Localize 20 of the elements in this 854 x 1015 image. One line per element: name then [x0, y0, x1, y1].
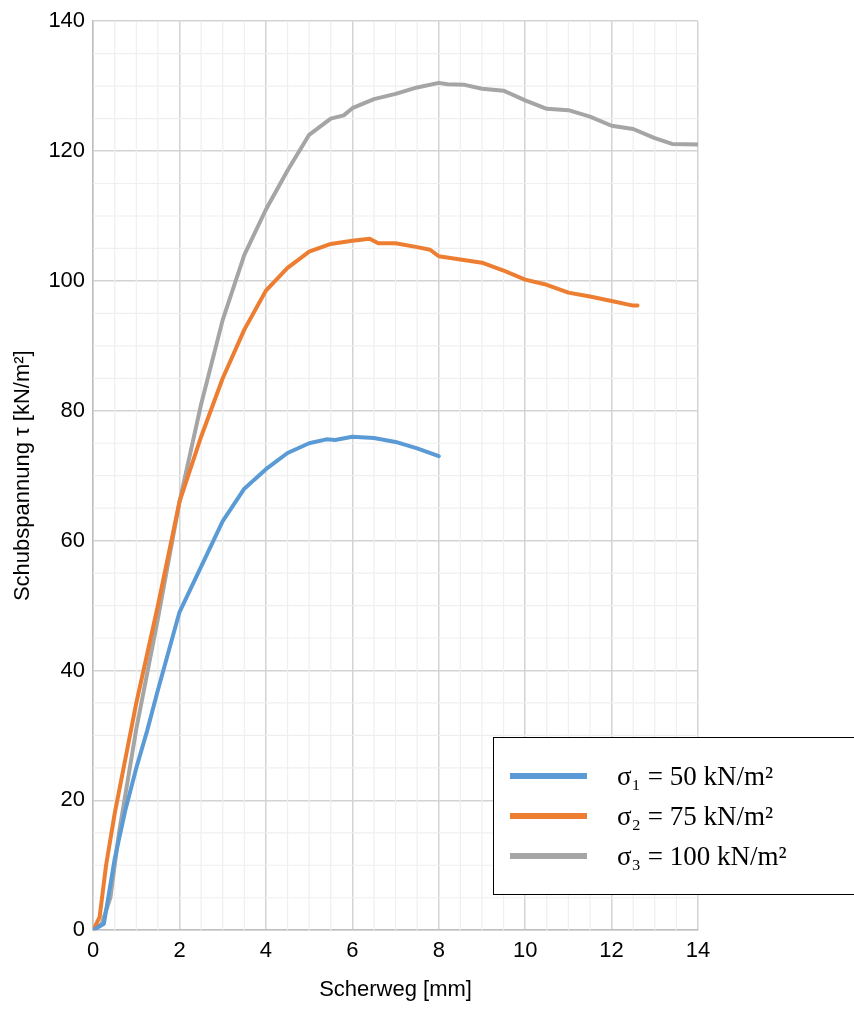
x-tick-label: 4: [259, 937, 273, 963]
y-axis-title: Schubspannung τ [kN/m²]: [9, 350, 35, 602]
x-tick-label: 2: [173, 937, 186, 963]
y-tick-label: 60: [60, 526, 86, 552]
legend-label: σ₃ = 100 kN/m²: [617, 840, 787, 872]
x-tick-label: 8: [432, 937, 445, 963]
y-tick-label: 0: [72, 916, 86, 942]
legend-label: σ₁ = 50 kN/m²: [617, 760, 774, 792]
y-tick-label: 100: [48, 266, 86, 292]
legend-label: σ₂ = 75 kN/m²: [617, 800, 774, 832]
x-tick-label: 6: [346, 937, 359, 963]
y-tick-label: 120: [48, 137, 86, 163]
y-tick-label: 40: [60, 656, 86, 682]
y-tick-label: 140: [48, 7, 86, 33]
x-tick-label: 10: [512, 937, 538, 963]
y-tick-label: 80: [60, 396, 86, 422]
x-axis-title: Scherweg [mm]: [319, 975, 472, 1001]
x-tick-label: 12: [599, 937, 624, 963]
x-tick-label: 14: [685, 937, 711, 963]
y-tick-label: 20: [60, 786, 86, 812]
